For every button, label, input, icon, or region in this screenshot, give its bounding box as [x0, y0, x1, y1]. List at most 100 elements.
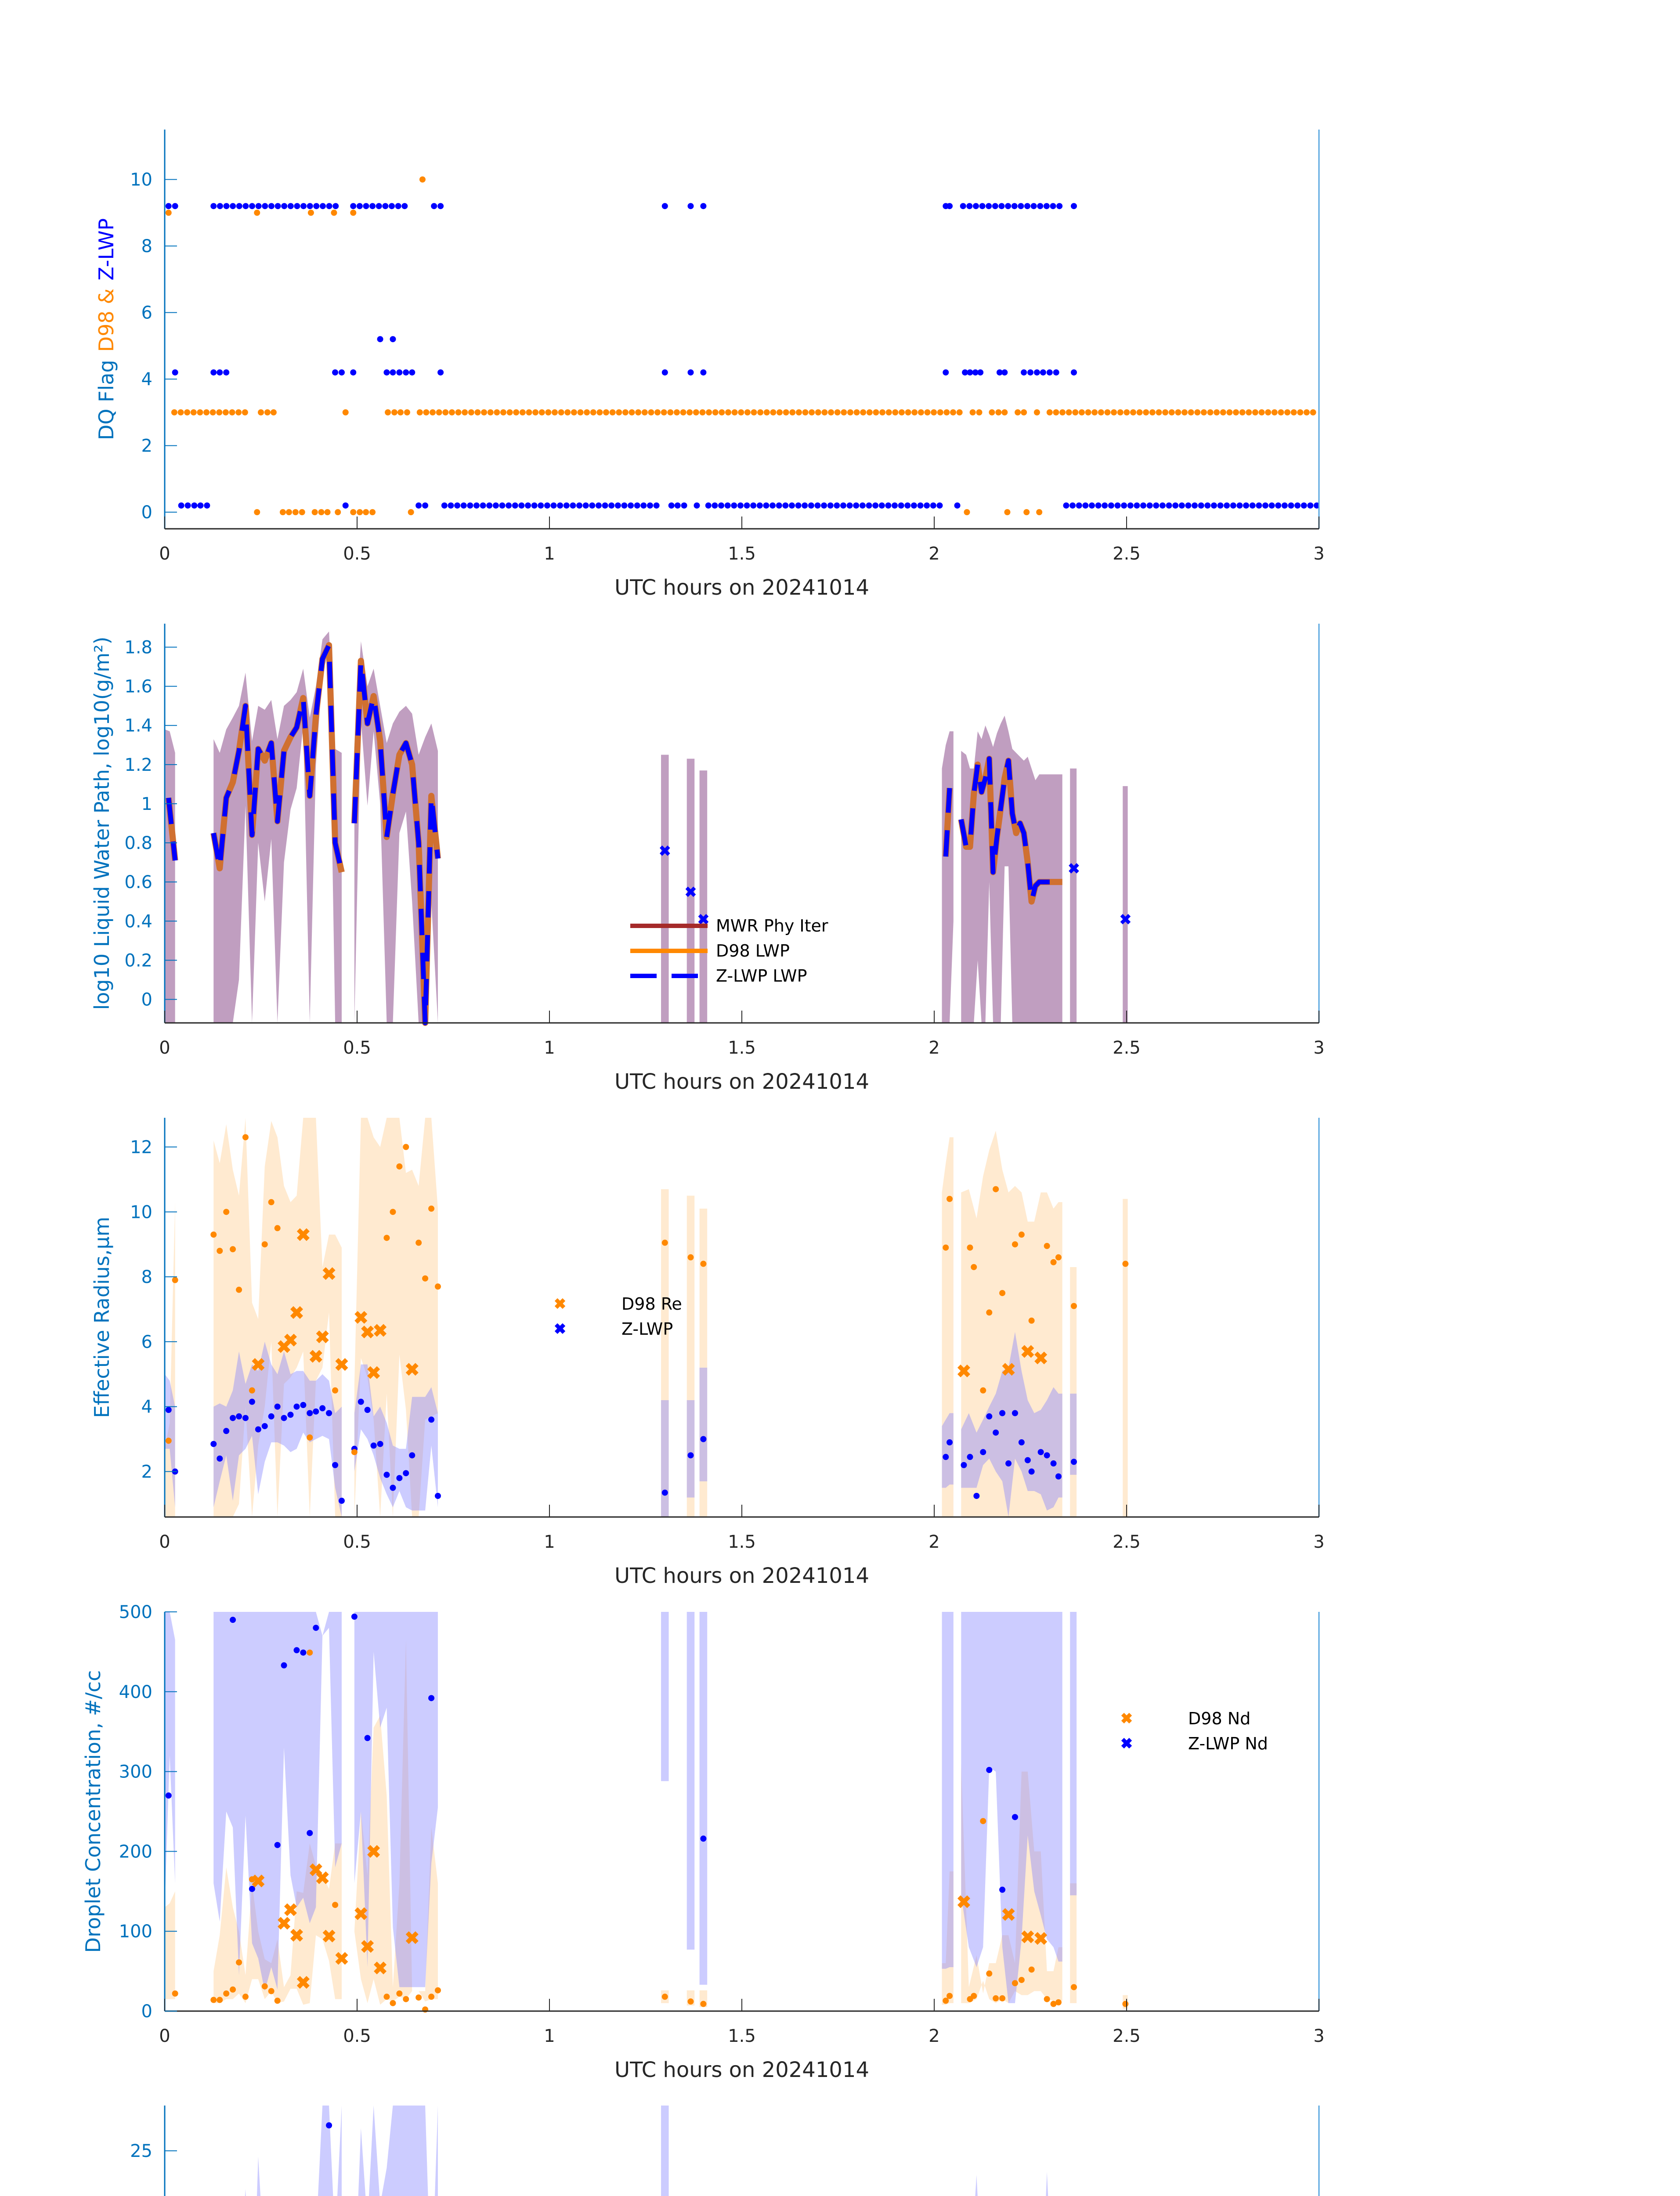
data-point	[197, 502, 204, 509]
d98-marker-stroke	[361, 1326, 374, 1339]
y-tick-label: 1	[141, 794, 152, 814]
data-point	[770, 409, 777, 415]
data-point	[763, 409, 770, 415]
data-point	[287, 203, 294, 209]
x-tick-label: 1.5	[728, 2026, 756, 2046]
data-point	[300, 203, 307, 209]
data-point	[229, 409, 235, 415]
data-point	[397, 409, 404, 415]
data-point	[1268, 502, 1275, 509]
data-point	[518, 502, 525, 509]
zlwp-point	[268, 1413, 275, 1419]
d98-uncertainty-band	[961, 1131, 1062, 1517]
data-point	[1166, 502, 1172, 509]
d98-point	[1122, 1261, 1129, 1267]
data-point	[859, 502, 866, 509]
d98-point	[396, 1163, 403, 1170]
data-point	[512, 502, 518, 509]
data-point	[385, 409, 391, 415]
data-point	[468, 409, 474, 415]
d98-point	[1050, 2001, 1057, 2007]
data-point	[1307, 502, 1314, 509]
data-point	[270, 409, 277, 415]
legend: D98 Re Z-LWP	[554, 1294, 682, 1339]
legend-label: Z-LWP LWP	[716, 966, 807, 986]
d98-marker	[354, 1907, 368, 1920]
zlwp-point	[217, 1455, 223, 1462]
data-point	[1111, 409, 1117, 415]
y-tick-label: 2	[141, 1462, 152, 1482]
data-point	[628, 502, 634, 509]
data-point	[577, 409, 584, 415]
d98-point	[1050, 1259, 1057, 1265]
d98-point	[434, 1283, 441, 1290]
d98-point	[943, 1244, 949, 1251]
zlwp-point	[261, 1423, 268, 1430]
zlwp-point	[249, 1885, 255, 1892]
zlwp-marker-stroke	[698, 914, 709, 925]
legend-marker-stroke	[1121, 1737, 1132, 1749]
data-point	[834, 409, 841, 415]
d98-point	[415, 1239, 422, 1246]
d98-point	[223, 1990, 230, 1997]
zlwp-point	[1050, 1460, 1057, 1467]
data-point	[494, 409, 500, 415]
data-point	[589, 502, 596, 509]
data-point	[307, 209, 314, 216]
data-point	[513, 409, 520, 415]
data-point	[552, 409, 558, 415]
uncertainty-band	[354, 641, 438, 1023]
d98-point	[687, 1254, 694, 1261]
d98-point	[390, 1209, 396, 1215]
data-point	[956, 409, 963, 415]
data-point	[564, 409, 571, 415]
data-point	[1046, 369, 1053, 376]
data-point	[1178, 502, 1185, 509]
legend-marker	[554, 1298, 566, 1309]
zlwp-point	[319, 1405, 326, 1412]
data-point	[705, 502, 712, 509]
d98-point	[1055, 1999, 1062, 2006]
zlwp-point	[165, 1792, 172, 1799]
zlwp-marker-stroke	[1120, 914, 1131, 925]
zlwp-lwp-line	[958, 756, 1062, 904]
data-point	[1114, 502, 1121, 509]
x-tick-label: 1	[544, 1038, 555, 1058]
data-point	[1076, 502, 1082, 509]
data-point	[853, 502, 860, 509]
zlwp-point	[364, 1735, 371, 1741]
x-axis-label: UTC hours on 20241014	[614, 575, 869, 600]
x-axis-label: UTC hours on 20241014	[614, 1564, 869, 1588]
uncertainty-band	[165, 729, 175, 1023]
data-point	[1066, 409, 1072, 415]
d98-point	[261, 1241, 268, 1248]
x-tick-label: 0	[159, 1038, 170, 1058]
data-point	[217, 369, 223, 376]
data-point	[885, 409, 892, 415]
legend-marker	[1121, 1737, 1132, 1749]
d98-point	[230, 1246, 236, 1253]
data-point	[992, 203, 998, 209]
y-tick-label: 300	[119, 1762, 152, 1782]
d98-marker	[1021, 1345, 1034, 1358]
data-point	[668, 502, 675, 509]
zlwp-point	[242, 1415, 249, 1421]
zlwp-point	[249, 1398, 255, 1405]
d98-point	[230, 1986, 236, 1993]
data-point	[1085, 409, 1091, 415]
data-point	[326, 203, 332, 209]
x-tick-label: 3	[1313, 544, 1324, 564]
d98-point	[396, 1990, 403, 1997]
zlwp-point	[986, 1413, 993, 1419]
d98-marker-stroke	[1034, 1932, 1048, 1945]
d98-marker-stroke	[316, 1871, 329, 1884]
zlwp-uncertainty-band	[661, 2106, 669, 2196]
zlwp-point	[313, 1408, 319, 1415]
d98-uncertainty-band	[1123, 1199, 1128, 1517]
d98-point	[986, 1970, 993, 1977]
data-point	[467, 502, 473, 509]
zlwp-uncertainty-band	[961, 1332, 1062, 1517]
uncertainty-band	[942, 731, 954, 1023]
data-point	[1172, 502, 1179, 509]
